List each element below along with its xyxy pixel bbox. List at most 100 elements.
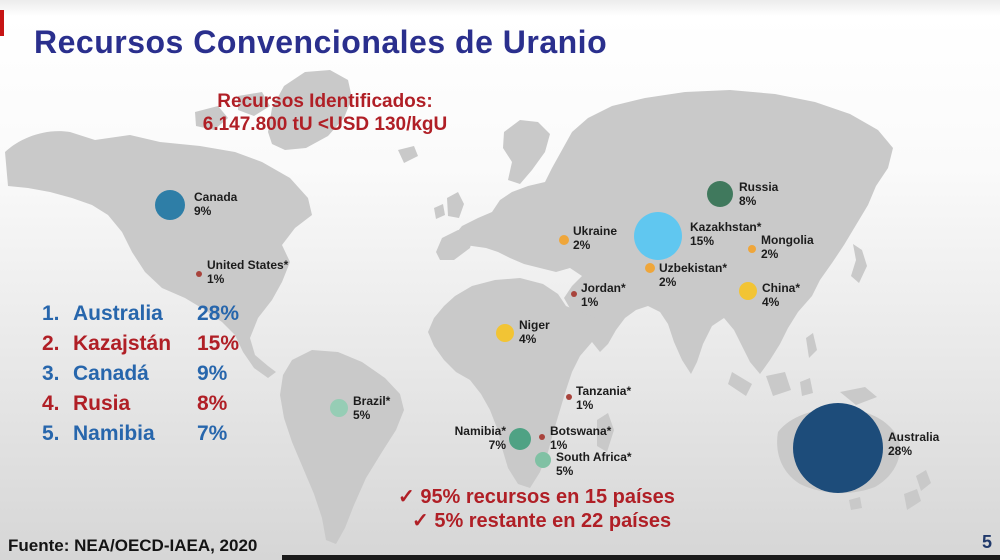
bubble-botswana	[539, 434, 545, 440]
rank-percentage: 9%	[197, 362, 228, 385]
country-name: Ukraine	[573, 224, 618, 238]
bubble-ukraine	[559, 235, 569, 245]
country-share: 1%	[581, 295, 599, 309]
red-edge-mark	[0, 10, 4, 36]
label-niger: Niger 4%	[519, 318, 550, 346]
rank-percentage: 15%	[197, 332, 240, 355]
page-number: 5	[981, 532, 992, 552]
arctic-island	[276, 112, 304, 134]
label-kazakhstan: Kazakhstan* 15%	[690, 220, 761, 248]
caption-line2: 6.147.800 tU <USD 130/kgU	[202, 114, 448, 135]
bubble-brazil	[330, 399, 348, 417]
borneo	[766, 372, 791, 396]
summary-note-line: ✓ 5% restante en 22 países	[412, 510, 672, 532]
country-name: United States*	[207, 258, 289, 272]
rank-percentage: 8%	[197, 392, 228, 415]
label-canada: Canada 9%	[194, 190, 237, 218]
sulawesi	[800, 378, 813, 396]
rank-country: Rusia	[73, 392, 131, 415]
bubble-russia	[707, 181, 733, 207]
country-share: 2%	[573, 238, 591, 252]
country-name: Jordan*	[581, 281, 626, 295]
bottom-edge-bar	[282, 555, 1000, 560]
arctic-island	[195, 106, 228, 130]
ranking-row: 2. Kazajstán 15%	[42, 332, 257, 362]
label-australia: Australia 28%	[888, 430, 939, 458]
label-mongolia: Mongolia 2%	[761, 233, 814, 261]
label-botswana: Botswana* 1%	[550, 424, 611, 452]
bubble-australia	[793, 403, 883, 493]
philippines	[806, 333, 817, 358]
country-share: 8%	[739, 194, 757, 208]
sumatra	[728, 372, 752, 396]
label-ukraine: Ukraine 2%	[573, 224, 617, 252]
country-share: 5%	[353, 408, 371, 422]
country-share: 4%	[762, 295, 780, 309]
bubble-tanzania	[566, 394, 572, 400]
bubble-canada	[155, 190, 185, 220]
country-share: 2%	[761, 247, 779, 261]
country-name: Australia	[888, 430, 940, 444]
page-title: Recursos Convencionales de Uranio	[34, 24, 608, 60]
continent-south-america	[280, 350, 404, 544]
country-name: Tanzania*	[576, 384, 632, 398]
country-name: Kazakhstan*	[690, 220, 762, 234]
arctic-island	[238, 92, 270, 116]
madagascar	[597, 413, 614, 452]
identified-resources-caption: Recursos Identificados: 6.147.800 tU <US…	[155, 90, 495, 136]
rank-percentage: 28%	[197, 302, 240, 325]
rank-percentage: 7%	[197, 422, 228, 445]
ranking-row: 4. Rusia 8%	[42, 392, 257, 422]
country-name: Botswana*	[550, 424, 612, 438]
bubble-uzbekistan	[645, 263, 655, 273]
country-name: Brazil*	[353, 394, 391, 408]
country-name: China*	[762, 281, 801, 295]
rank-country: Namibia	[73, 422, 155, 445]
label-uzbekistan: Uzbekistan* 2%	[659, 261, 727, 289]
label-jordan: Jordan* 1%	[581, 281, 626, 309]
label-tanzania: Tanzania* 1%	[576, 384, 631, 412]
country-share: 15%	[690, 234, 715, 248]
source-credit: Fuente: NEA/OECD-IAEA, 2020	[8, 536, 258, 555]
country-share: 5%	[556, 464, 574, 478]
country-name: Canada	[194, 190, 238, 204]
japan	[851, 244, 867, 283]
label-namibia: Namibia* 7%	[455, 424, 506, 452]
caption-line1: Recursos Identificados:	[217, 91, 433, 112]
bubble-namibia	[509, 428, 531, 450]
ranking-row: 3. Canadá 9%	[42, 362, 257, 392]
new-guinea	[840, 387, 877, 405]
country-share: 1%	[207, 272, 225, 286]
country-name: Namibia*	[454, 424, 506, 438]
summary-notes: ✓ 95% recursos en 15 países ✓ 5% restant…	[398, 485, 675, 533]
summary-note-line: ✓ 95% recursos en 15 países	[398, 486, 675, 508]
country-share: 2%	[659, 275, 677, 289]
country-name: South Africa*	[556, 450, 632, 464]
bubble-united-states	[196, 271, 202, 277]
rank-number: 3.	[42, 362, 60, 385]
iceland	[398, 146, 418, 163]
label-brazil: Brazil* 5%	[353, 394, 390, 422]
scandinavia	[503, 120, 550, 184]
label-south-africa: South Africa* 5%	[556, 450, 632, 478]
ranking-row: 5. Namibia 7%	[42, 422, 257, 452]
continent-north-america	[5, 131, 312, 378]
bubble-jordan	[571, 291, 577, 297]
country-share: 7%	[488, 438, 506, 452]
ranking-row: 1. Australia 28%	[42, 302, 257, 332]
bubble-kazakhstan	[634, 212, 682, 260]
country-share: 1%	[550, 438, 568, 452]
country-share: 4%	[519, 332, 537, 346]
rank-country: Australia	[73, 302, 163, 325]
country-name: Russia	[739, 180, 779, 194]
rank-country: Kazajstán	[73, 332, 172, 355]
rank-number: 1.	[42, 302, 60, 325]
continent-africa	[428, 278, 604, 488]
country-share: 1%	[576, 398, 594, 412]
country-name: Niger	[519, 318, 550, 332]
country-share: 28%	[888, 444, 913, 458]
label-china: China* 4%	[762, 281, 800, 309]
great-britain	[447, 192, 464, 218]
new-zealand-north	[916, 470, 931, 491]
bubble-niger	[496, 324, 514, 342]
